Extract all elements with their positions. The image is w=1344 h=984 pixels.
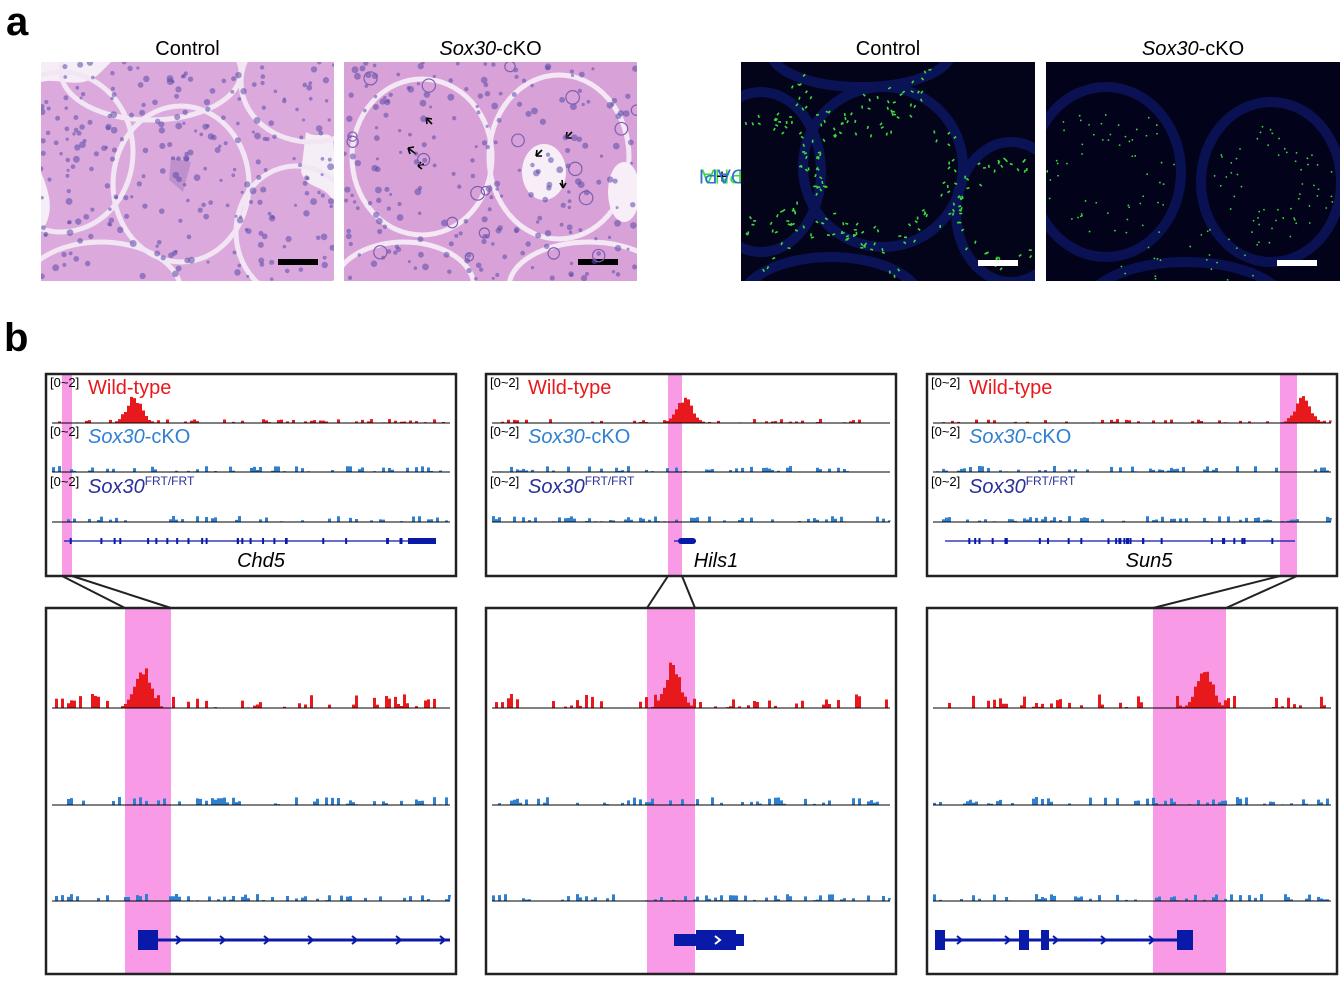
range-label: [0~2] xyxy=(931,424,960,439)
wt-track-label: Wild-type xyxy=(969,377,1052,399)
wt-track-overview xyxy=(933,396,1332,423)
frt-track-overview xyxy=(52,516,451,522)
cko-track-label: Sox30-cKO xyxy=(528,426,630,448)
overview-box xyxy=(44,372,458,578)
he-cko-image xyxy=(344,62,637,281)
frt-track-zoom xyxy=(52,894,451,901)
zoom-box xyxy=(925,606,1339,976)
gene-name: Chd5 xyxy=(237,550,286,572)
frt-track-label: Sox30FRT/FRT xyxy=(88,474,195,498)
genome-browser-tracks: [0~2] Wild-type [0~2] Sox30-cKO [0~2] Sox30FR… xyxy=(44,372,1339,976)
wt-track-overview xyxy=(52,396,451,423)
range-label: [0~2] xyxy=(490,375,519,390)
gene-name: Sun5 xyxy=(1126,550,1174,572)
cko-track-overview xyxy=(492,466,891,472)
if-control-title: Control xyxy=(855,38,921,60)
zoom-box xyxy=(484,606,898,976)
overview-box xyxy=(925,372,1339,578)
if-cko-title: Sox30-cKO xyxy=(1141,38,1245,60)
cko-track-zoom xyxy=(933,797,1332,805)
he-control-image xyxy=(41,62,334,281)
stain-label: PNA + DAPI xyxy=(698,164,746,186)
range-label: [0~2] xyxy=(50,375,79,390)
if-cko-image xyxy=(1046,62,1340,281)
if-control-image xyxy=(741,62,1035,281)
wt-track-zoom xyxy=(933,671,1332,708)
he-control-title: Control xyxy=(155,38,220,60)
frt-track-zoom xyxy=(933,894,1332,901)
zoom-box xyxy=(44,606,458,976)
he-cko-title: Sox30-cKO xyxy=(439,38,542,60)
frt-track-label: Sox30FRT/FRT xyxy=(528,474,635,498)
gene-name: Hils1 xyxy=(694,550,738,572)
locus-0: [0~2] Wild-type [0~2] Sox30-cKO [0~2] Sox30FR… xyxy=(44,372,458,976)
range-label: [0~2] xyxy=(490,424,519,439)
panel-b-letter: b xyxy=(4,316,29,360)
frt-track-overview xyxy=(492,516,891,522)
wt-track-overview xyxy=(492,397,891,423)
locus-2: [0~2] Wild-type [0~2] Sox30-cKO [0~2] Sox30FR… xyxy=(925,372,1339,976)
wt-track-zoom xyxy=(52,668,451,708)
range-label: [0~2] xyxy=(931,474,960,489)
wt-track-label: Wild-type xyxy=(528,377,611,399)
range-label: [0~2] xyxy=(490,474,519,489)
range-label: [0~2] xyxy=(50,424,79,439)
panel-a-letter: a xyxy=(6,0,29,44)
frt-track-label: Sox30FRT/FRT xyxy=(969,474,1076,498)
overview-box xyxy=(484,372,898,578)
locus-1: [0~2] Wild-type [0~2] Sox30-cKO [0~2] Sox30FR… xyxy=(484,372,898,976)
frt-track-zoom xyxy=(492,894,891,901)
cko-track-overview xyxy=(933,466,1332,472)
cko-track-label: Sox30-cKO xyxy=(88,426,190,448)
range-label: [0~2] xyxy=(50,474,79,489)
cko-track-label: Sox30-cKO xyxy=(969,426,1071,448)
range-label: [0~2] xyxy=(931,375,960,390)
cko-track-overview xyxy=(52,466,451,472)
frt-track-overview xyxy=(933,516,1332,522)
cko-track-zoom xyxy=(52,797,451,805)
wt-track-label: Wild-type xyxy=(88,377,171,399)
